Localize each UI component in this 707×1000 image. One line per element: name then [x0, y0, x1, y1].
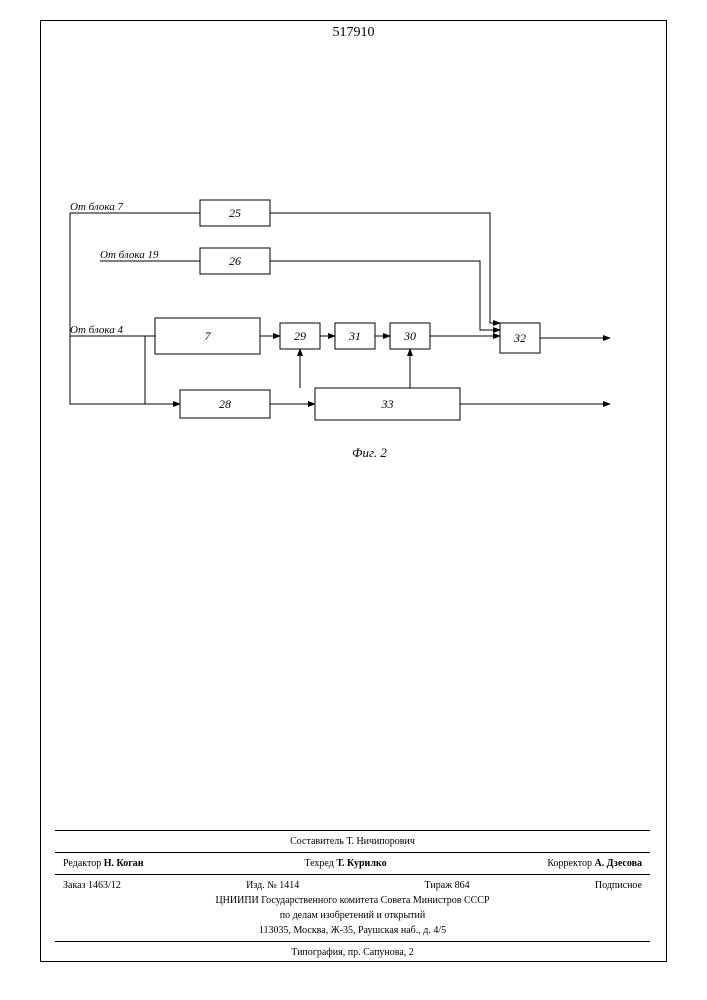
svg-text:7: 7: [205, 329, 212, 343]
svg-text:От блока 7: От блока 7: [70, 201, 123, 213]
svg-text:26: 26: [229, 254, 241, 268]
svg-text:25: 25: [229, 206, 241, 220]
svg-text:33: 33: [381, 397, 394, 411]
credits-line: Редактор Н. Коган Техред Т. Курилко Корр…: [55, 856, 650, 871]
svg-text:32: 32: [513, 331, 526, 345]
svg-text:От блока 19: От блока 19: [100, 249, 159, 261]
svg-text:31: 31: [348, 329, 361, 343]
compiler-line: Составитель Т. Ничипорович: [55, 834, 650, 849]
svg-text:От блока 4: От блока 4: [70, 324, 123, 336]
figure-caption: Фиг. 2: [352, 445, 387, 461]
footer-block: Составитель Т. Ничипорович Редактор Н. К…: [55, 827, 650, 960]
block-diagram: От блока 7 От блока 19 От блока 4 25 26 7 29 31…: [0, 0, 707, 500]
org-line-2: по делам изобретений и открытий: [55, 908, 650, 923]
svg-text:30: 30: [403, 329, 416, 343]
svg-text:29: 29: [294, 329, 306, 343]
print-info-line: Заказ 1463/12 Изд. № 1414 Тираж 864 Подп…: [55, 878, 650, 893]
svg-text:28: 28: [219, 397, 231, 411]
address-line: 113035, Москва, Ж-35, Раушская наб., д. …: [55, 923, 650, 938]
org-line-1: ЦНИИПИ Государственного комитета Совета …: [55, 893, 650, 908]
printer-line: Типография, пр. Сапунова, 2: [55, 945, 650, 960]
